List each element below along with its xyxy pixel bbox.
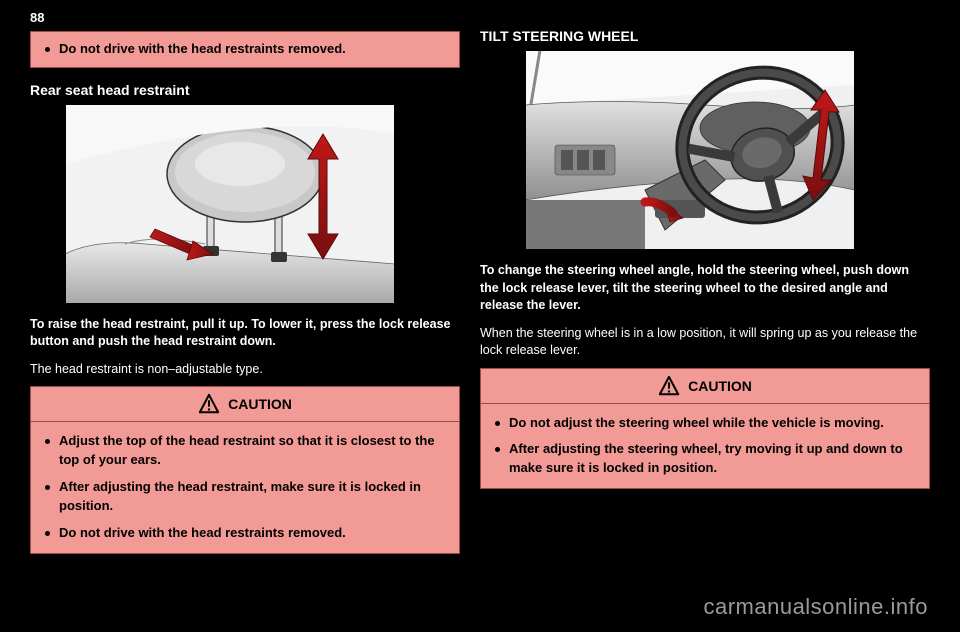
right-body-bold: To change the steering wheel angle, hold… [480,262,930,315]
caution-item: Do not adjust the steering wheel while t… [495,414,915,433]
page-number: 88 [30,10,460,25]
caution-item: Adjust the top of the head restraint so … [45,432,445,470]
caution-top-text: Do not drive with the head restraints re… [45,40,445,59]
section-heading-rear-seat: Rear seat head restraint [30,82,460,98]
caution-item: Do not drive with the head restraints re… [45,524,445,543]
watermark-text: carmanualsonline.info [703,594,928,620]
caution-box-steering: CAUTION Do not adjust the steering wheel… [480,368,930,490]
left-body-bold: To raise the head restraint, pull it up.… [30,316,460,351]
caution-top-strip: Do not drive with the head restraints re… [30,31,460,68]
warning-triangle-icon [198,393,220,415]
caution-title-left: CAUTION [228,396,292,412]
section-heading-tilt-steering: TILT STEERING WHEEL [480,28,930,44]
headrest-illustration [65,104,395,304]
right-body-plain: When the steering wheel is in a low posi… [480,325,930,360]
caution-title-right: CAUTION [688,378,752,394]
caution-item: After adjusting the steering wheel, try … [495,440,915,478]
steering-illustration [525,50,855,250]
left-body-plain: The head restraint is non–adjustable typ… [30,361,460,379]
caution-item: After adjusting the head restraint, make… [45,478,445,516]
warning-triangle-icon [658,375,680,397]
caution-box-headrest: CAUTION Adjust the top of the head restr… [30,386,460,553]
